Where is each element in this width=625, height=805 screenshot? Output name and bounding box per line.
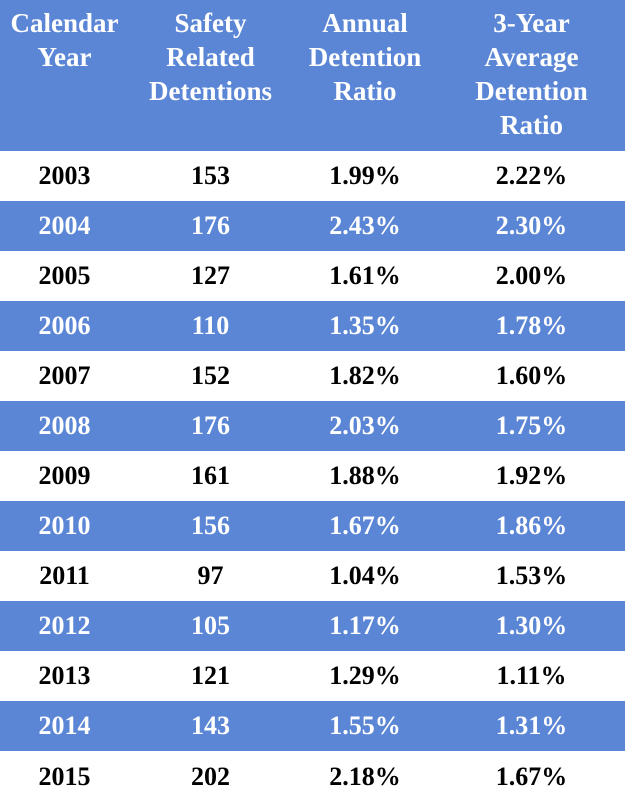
- cell-year: 2009: [38, 461, 91, 490]
- cell-3yr-average-ratio: 2.22%: [495, 161, 568, 190]
- table-row: 2003 153 1.99% 2.22%: [0, 151, 625, 201]
- cell-annual-ratio: 1.99%: [329, 161, 401, 190]
- cell-detentions: 176: [191, 211, 230, 240]
- cell-3yr-average-ratio: 1.11%: [496, 661, 567, 690]
- cell-3yr-average-ratio: 2.00%: [495, 261, 568, 290]
- cell-3yr-average-ratio: 1.31%: [495, 711, 568, 740]
- cell-detentions: 176: [191, 411, 230, 440]
- cell-3yr-average-ratio: 1.86%: [495, 511, 568, 540]
- cell-annual-ratio: 1.35%: [329, 311, 401, 340]
- cell-annual-ratio: 1.61%: [329, 261, 401, 290]
- table-row: 2013 121 1.29% 1.11%: [0, 651, 625, 701]
- cell-3yr-average-ratio: 1.30%: [495, 611, 568, 640]
- cell-detentions: 110: [191, 311, 230, 340]
- cell-annual-ratio: 2.18%: [329, 762, 401, 791]
- header-3-year-average-detention-ratio: 3-Year Average Detention Ratio: [475, 8, 588, 140]
- cell-year: 2012: [38, 611, 91, 640]
- cell-annual-ratio: 1.67%: [329, 511, 401, 540]
- cell-detentions: 152: [191, 361, 230, 390]
- cell-3yr-average-ratio: 1.75%: [495, 411, 568, 440]
- cell-year: 2004: [38, 211, 91, 240]
- cell-3yr-average-ratio: 1.60%: [495, 361, 568, 390]
- table-row: 2007 152 1.82% 1.60%: [0, 351, 625, 401]
- cell-year: 2013: [38, 661, 91, 690]
- cell-year: 2003: [38, 161, 91, 190]
- cell-annual-ratio: 1.29%: [329, 661, 401, 690]
- cell-detentions: 105: [191, 611, 230, 640]
- cell-detentions: 161: [191, 461, 230, 490]
- table-row: 2009 161 1.88% 1.92%: [0, 451, 625, 501]
- cell-detentions: 143: [191, 711, 230, 740]
- cell-annual-ratio: 1.17%: [329, 611, 401, 640]
- cell-detentions: 202: [191, 762, 230, 791]
- table-header: Calendar Year Safety Related Detentions …: [0, 0, 625, 151]
- header-annual-detention-ratio: Annual Detention Ratio: [308, 8, 422, 106]
- cell-detentions: 153: [191, 161, 230, 190]
- table-row: 2010 156 1.67% 1.86%: [0, 501, 625, 551]
- cell-year: 2010: [38, 511, 91, 540]
- cell-detentions: 156: [191, 511, 230, 540]
- cell-3yr-average-ratio: 1.67%: [495, 762, 568, 791]
- header-safety-related-detentions: Safety Related Detentions: [149, 8, 272, 106]
- cell-3yr-average-ratio: 2.30%: [495, 211, 568, 240]
- cell-annual-ratio: 2.03%: [329, 411, 401, 440]
- table-body: 2003 153 1.99% 2.22% 2004 176 2.43% 2.30% 2005 12…: [0, 151, 625, 803]
- cell-detentions: 121: [191, 661, 230, 690]
- table-row: 2004 176 2.43% 2.30%: [0, 201, 625, 251]
- cell-annual-ratio: 1.04%: [329, 561, 401, 590]
- table-row: 2006 110 1.35% 1.78%: [0, 301, 625, 351]
- cell-annual-ratio: 1.55%: [329, 711, 401, 740]
- cell-detentions: 97: [197, 561, 224, 590]
- cell-detentions: 127: [191, 261, 230, 290]
- table-row: 2005 127 1.61% 2.00%: [0, 251, 625, 301]
- cell-year: 2008: [38, 411, 91, 440]
- cell-year: 2005: [38, 261, 91, 290]
- cell-3yr-average-ratio: 1.78%: [495, 311, 568, 340]
- table-row: 2011 97 1.04% 1.53%: [0, 551, 625, 601]
- table-row: 2015 202 2.18% 1.67%: [0, 751, 625, 803]
- cell-3yr-average-ratio: 1.53%: [495, 561, 568, 590]
- table-row: 2012 105 1.17% 1.30%: [0, 601, 625, 651]
- cell-year: 2015: [38, 762, 91, 791]
- header-calendar-year: Calendar Year: [10, 8, 119, 72]
- table-row: 2014 143 1.55% 1.31%: [0, 701, 625, 751]
- cell-annual-ratio: 1.88%: [329, 461, 401, 490]
- table-row: 2008 176 2.03% 1.75%: [0, 401, 625, 451]
- cell-year: 2011: [39, 561, 90, 590]
- cell-year: 2006: [38, 311, 91, 340]
- cell-annual-ratio: 1.82%: [329, 361, 401, 390]
- cell-annual-ratio: 2.43%: [329, 211, 401, 240]
- cell-3yr-average-ratio: 1.92%: [495, 461, 568, 490]
- cell-year: 2007: [38, 361, 91, 390]
- cell-year: 2014: [38, 711, 91, 740]
